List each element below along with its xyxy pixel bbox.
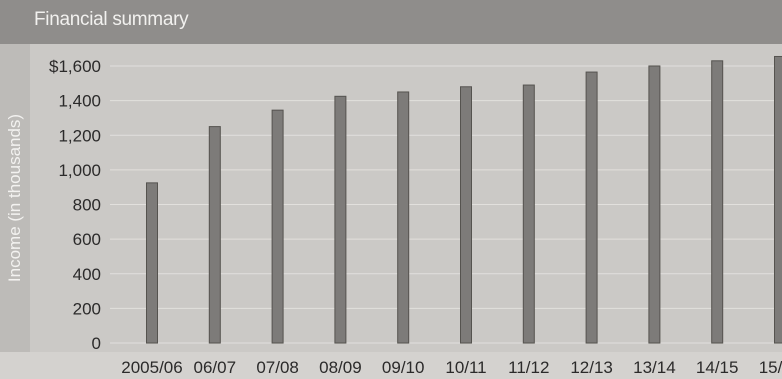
y-tick-label: 1,400 bbox=[58, 92, 101, 111]
y-tick-label: 1,000 bbox=[58, 161, 101, 180]
y-axis-label-band bbox=[0, 44, 30, 352]
bar bbox=[208, 126, 221, 344]
y-tick-label: 200 bbox=[73, 299, 101, 318]
x-tick-label: 15/16 bbox=[759, 358, 782, 377]
bar bbox=[711, 60, 724, 344]
y-tick-label: 800 bbox=[73, 196, 101, 215]
x-tick-label: 13/14 bbox=[633, 358, 676, 377]
bar bbox=[585, 71, 598, 344]
chart-header: Financial summary bbox=[0, 0, 782, 44]
bar bbox=[271, 109, 284, 344]
bar bbox=[397, 91, 410, 344]
x-tick-label: 08/09 bbox=[319, 358, 362, 377]
y-tick-label: $1,600 bbox=[49, 57, 101, 76]
x-tick-label: 2005/06 bbox=[121, 358, 182, 377]
x-tick-label: 12/13 bbox=[570, 358, 613, 377]
y-tick-label: 1,200 bbox=[58, 126, 101, 145]
bar bbox=[460, 86, 472, 344]
bar bbox=[522, 84, 535, 344]
x-tick-label: 14/15 bbox=[696, 358, 739, 377]
x-tick-label: 06/07 bbox=[194, 358, 237, 377]
bar bbox=[774, 55, 782, 344]
x-tick-label: 11/12 bbox=[508, 358, 549, 377]
y-tick-label: 600 bbox=[73, 230, 101, 249]
x-tick-label: 10/11 bbox=[445, 358, 486, 377]
y-tick-label: 0 bbox=[92, 334, 101, 353]
bar bbox=[146, 182, 158, 344]
x-tick-label: 09/10 bbox=[382, 358, 425, 377]
bar bbox=[648, 65, 661, 344]
bar bbox=[334, 95, 347, 344]
y-tick-label: 400 bbox=[73, 265, 101, 284]
x-tick-label: 07/08 bbox=[256, 358, 299, 377]
chart-title: Financial summary bbox=[34, 9, 189, 30]
